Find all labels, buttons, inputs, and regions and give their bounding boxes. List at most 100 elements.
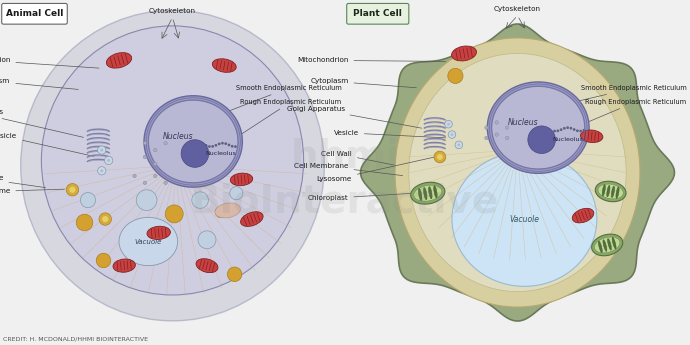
Circle shape — [553, 130, 556, 132]
Circle shape — [582, 129, 585, 131]
Circle shape — [231, 145, 234, 148]
Circle shape — [80, 193, 95, 208]
Circle shape — [224, 142, 227, 145]
Ellipse shape — [452, 152, 597, 286]
Ellipse shape — [241, 212, 263, 226]
Circle shape — [505, 136, 509, 140]
Circle shape — [164, 141, 167, 145]
Text: Cytoplasm: Cytoplasm — [310, 78, 416, 88]
Polygon shape — [395, 38, 640, 307]
Ellipse shape — [215, 203, 241, 218]
Circle shape — [228, 144, 230, 146]
Circle shape — [166, 205, 184, 223]
Ellipse shape — [106, 53, 132, 68]
Circle shape — [198, 231, 216, 249]
Ellipse shape — [595, 237, 620, 253]
Circle shape — [133, 174, 137, 178]
Ellipse shape — [572, 208, 594, 223]
Circle shape — [164, 181, 167, 185]
Ellipse shape — [612, 237, 616, 249]
Text: Nucleus: Nucleus — [162, 132, 193, 141]
Ellipse shape — [213, 59, 236, 72]
Circle shape — [576, 129, 579, 132]
Circle shape — [566, 126, 569, 129]
Circle shape — [451, 133, 453, 136]
Text: Golgi Apparatus: Golgi Apparatus — [0, 109, 83, 137]
Ellipse shape — [487, 82, 589, 173]
Ellipse shape — [113, 259, 135, 272]
Circle shape — [484, 126, 489, 129]
Circle shape — [181, 140, 209, 167]
Text: Plant Cell: Plant Cell — [353, 9, 402, 18]
Circle shape — [96, 253, 110, 268]
Text: Nucleolus: Nucleolus — [206, 151, 236, 156]
Circle shape — [144, 181, 146, 185]
Circle shape — [153, 162, 157, 166]
Circle shape — [228, 267, 242, 282]
Circle shape — [69, 187, 76, 193]
Ellipse shape — [148, 100, 238, 183]
Ellipse shape — [492, 86, 585, 169]
Text: Chloroplast: Chloroplast — [308, 193, 423, 201]
Text: Vesicle: Vesicle — [0, 133, 94, 156]
Ellipse shape — [595, 181, 626, 202]
Circle shape — [211, 145, 214, 148]
Text: Nucleolus: Nucleolus — [552, 137, 583, 142]
Ellipse shape — [607, 185, 610, 197]
Text: Cytoplasm: Cytoplasm — [0, 78, 78, 89]
Text: Smooth Endoplasmic Reticulum: Smooth Endoplasmic Reticulum — [563, 85, 687, 105]
Circle shape — [98, 167, 106, 175]
Text: Smooth Endoplasmic Reticulum: Smooth Endoplasmic Reticulum — [206, 85, 342, 120]
Circle shape — [153, 148, 157, 152]
Ellipse shape — [428, 187, 432, 199]
Circle shape — [448, 68, 463, 83]
Circle shape — [208, 145, 210, 148]
Text: Vacuole: Vacuole — [135, 238, 162, 245]
Circle shape — [573, 128, 575, 131]
Circle shape — [221, 142, 224, 145]
Text: hhmi
BioInteractive: hhmi BioInteractive — [191, 138, 499, 220]
Circle shape — [153, 174, 157, 178]
Ellipse shape — [598, 241, 602, 253]
Ellipse shape — [607, 238, 611, 250]
Ellipse shape — [144, 96, 242, 187]
Text: Nucleus: Nucleus — [507, 118, 538, 127]
Circle shape — [144, 155, 146, 159]
Ellipse shape — [411, 182, 445, 204]
Ellipse shape — [424, 188, 427, 200]
Polygon shape — [409, 53, 627, 292]
Circle shape — [556, 129, 559, 132]
Ellipse shape — [196, 259, 218, 273]
Text: Cell Wall: Cell Wall — [321, 150, 394, 165]
Text: Mitochondrion: Mitochondrion — [0, 57, 99, 68]
Circle shape — [215, 144, 217, 147]
Circle shape — [218, 142, 221, 145]
Circle shape — [455, 141, 463, 149]
Circle shape — [192, 192, 208, 208]
Circle shape — [105, 156, 113, 165]
Text: Rough Endoplasmic Reticulum: Rough Endoplasmic Reticulum — [579, 99, 687, 126]
Circle shape — [144, 141, 146, 145]
FancyBboxPatch shape — [347, 3, 408, 24]
Ellipse shape — [230, 173, 253, 186]
Circle shape — [447, 123, 450, 126]
Circle shape — [215, 207, 226, 218]
Circle shape — [560, 128, 562, 131]
Ellipse shape — [602, 185, 605, 196]
Ellipse shape — [434, 186, 437, 198]
Text: Lysosome: Lysosome — [317, 157, 434, 183]
Text: Cytoskeleton: Cytoskeleton — [149, 8, 196, 14]
Ellipse shape — [119, 217, 178, 266]
Circle shape — [107, 159, 110, 162]
Text: Golgi Apparatus: Golgi Apparatus — [287, 106, 422, 128]
Circle shape — [444, 120, 453, 128]
Circle shape — [100, 169, 104, 172]
Circle shape — [137, 190, 157, 210]
Ellipse shape — [616, 187, 619, 198]
Text: Cytoskeleton: Cytoskeleton — [494, 6, 541, 12]
Circle shape — [100, 149, 104, 151]
Text: Cell Membrane: Cell Membrane — [294, 162, 403, 176]
Circle shape — [484, 136, 489, 140]
Ellipse shape — [451, 46, 477, 61]
Ellipse shape — [611, 186, 615, 198]
